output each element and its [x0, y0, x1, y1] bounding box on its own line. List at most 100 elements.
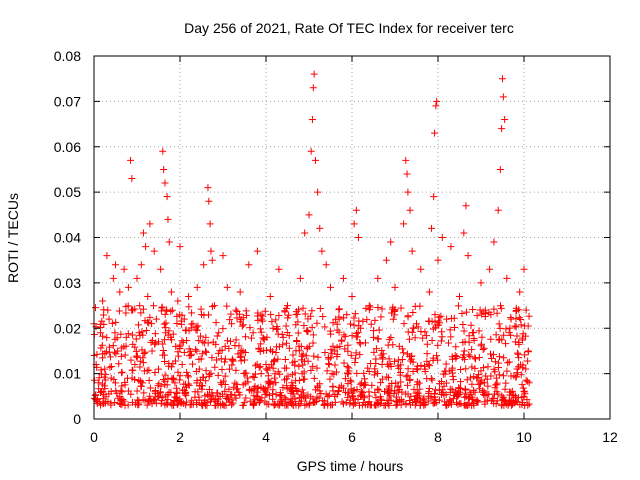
data-point: [221, 342, 229, 350]
data-point: [257, 340, 265, 348]
data-point: [446, 385, 454, 393]
data-point: [207, 247, 215, 255]
data-point: [98, 370, 106, 378]
data-point: [299, 350, 307, 358]
data-point: [356, 340, 364, 348]
data-point: [169, 330, 177, 338]
data-point: [475, 327, 483, 335]
data-point: [289, 359, 297, 367]
data-point: [328, 370, 336, 378]
x-tick-label: 10: [516, 429, 532, 445]
data-point: [351, 359, 359, 367]
data-point: [188, 309, 196, 317]
data-point: [513, 332, 521, 340]
data-point: [303, 345, 311, 353]
data-point: [490, 305, 498, 313]
data-point: [173, 388, 181, 396]
data-point: [213, 356, 221, 364]
data-point: [392, 397, 400, 405]
data-point: [425, 288, 433, 296]
data-point: [423, 350, 431, 358]
data-point: [204, 339, 212, 347]
data-point: [308, 323, 316, 331]
data-point: [350, 321, 358, 329]
data-point: [476, 385, 484, 393]
data-point: [473, 396, 481, 404]
data-point: [431, 393, 439, 401]
data-point: [233, 314, 241, 322]
data-point: [241, 356, 248, 364]
data-point: [438, 386, 446, 394]
data-point: [395, 397, 403, 405]
data-point: [158, 303, 166, 311]
data-point: [184, 371, 192, 379]
y-tick-label: 0.06: [54, 139, 81, 155]
data-point: [128, 175, 136, 183]
data-point: [492, 331, 500, 339]
data-point: [253, 247, 261, 255]
data-point: [419, 334, 427, 342]
data-point: [171, 379, 179, 387]
data-point: [95, 385, 103, 393]
data-point: [453, 352, 461, 360]
data-point: [363, 316, 371, 324]
data-point: [507, 372, 515, 380]
data-point: [391, 357, 399, 365]
data-point: [354, 328, 362, 336]
data-point: [411, 401, 419, 409]
data-point: [453, 392, 461, 400]
data-point: [404, 365, 412, 373]
data-point: [439, 389, 447, 397]
data-point: [374, 303, 382, 311]
data-point: [505, 358, 513, 366]
data-point: [434, 341, 442, 349]
data-point: [232, 366, 240, 374]
data-point: [420, 394, 428, 402]
data-point: [107, 374, 115, 382]
data-point: [185, 303, 193, 311]
data-point: [515, 314, 523, 322]
data-point: [507, 331, 515, 339]
data-point: [506, 391, 514, 399]
data-point: [377, 397, 385, 405]
data-point: [370, 327, 378, 335]
data-point: [214, 371, 222, 379]
data-point: [523, 396, 531, 404]
data-point: [184, 373, 192, 381]
data-point: [150, 247, 158, 255]
data-point: [404, 350, 412, 358]
data-point: [398, 356, 406, 364]
data-point: [345, 364, 353, 372]
data-point: [303, 327, 311, 335]
x-tick-label: 0: [90, 429, 98, 445]
data-point: [461, 401, 469, 409]
data-point: [240, 370, 248, 378]
data-point: [139, 229, 147, 237]
data-point: [295, 401, 303, 409]
data-point: [147, 338, 155, 346]
data-point: [268, 318, 276, 326]
data-point: [330, 370, 338, 378]
y-tick-label: 0.02: [54, 320, 81, 336]
data-point: [164, 375, 172, 383]
data-point: [111, 329, 119, 337]
data-point: [338, 336, 346, 344]
data-point: [433, 321, 441, 329]
data-point: [194, 322, 202, 330]
data-point: [225, 385, 233, 393]
data-point: [491, 358, 499, 366]
data-point: [218, 346, 226, 354]
data-point: [336, 342, 344, 350]
data-point: [408, 247, 416, 255]
data-point: [407, 392, 415, 400]
data-point: [365, 388, 373, 396]
data-point: [281, 355, 289, 363]
data-point: [514, 369, 522, 377]
data-point: [467, 321, 475, 329]
data-point: [309, 339, 317, 347]
data-point: [148, 400, 156, 408]
data-point: [199, 373, 207, 381]
data-point: [230, 383, 238, 391]
data-point: [371, 316, 379, 324]
data-point: [340, 400, 348, 408]
